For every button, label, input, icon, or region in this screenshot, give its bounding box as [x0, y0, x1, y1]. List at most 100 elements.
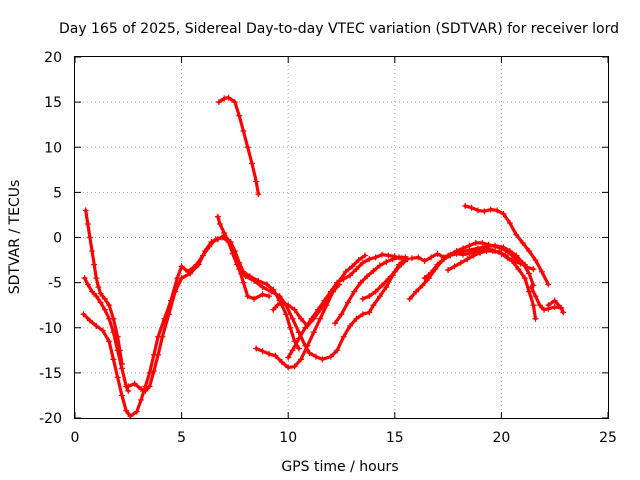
data-point-marker	[385, 276, 392, 283]
data-point-marker	[283, 311, 290, 318]
data-point-marker	[376, 262, 383, 269]
data-point-marker	[214, 213, 221, 220]
data-point-marker	[413, 288, 420, 295]
data-point-marker	[383, 258, 390, 265]
data-point-marker	[447, 252, 454, 259]
data-point-marker	[389, 256, 396, 263]
data-point-marker	[97, 299, 104, 306]
data-point-marker	[248, 160, 255, 167]
data-point-marker	[276, 293, 283, 300]
data-point-marker	[532, 315, 539, 322]
data-point-marker	[295, 345, 302, 352]
data-point-marker	[445, 266, 452, 273]
data-point-marker	[285, 354, 292, 361]
data-point-marker	[428, 254, 435, 261]
data-point-marker	[528, 284, 535, 291]
data-point-marker	[487, 206, 494, 213]
x-tick-label: 10	[279, 430, 297, 446]
data-point-marker	[89, 248, 96, 255]
data-point-marker	[97, 290, 104, 297]
data-point-marker	[551, 297, 558, 304]
data-point-marker	[477, 249, 484, 256]
data-point-marker	[142, 387, 149, 394]
data-point-marker	[295, 335, 302, 342]
data-point-marker	[538, 268, 545, 275]
data-point-marker	[526, 270, 533, 277]
data-point-marker	[229, 250, 236, 257]
data-point-marker	[334, 347, 341, 354]
data-point-marker	[336, 277, 343, 284]
data-point-marker	[515, 266, 522, 273]
data-point-marker	[274, 302, 281, 309]
data-point-marker	[289, 315, 296, 322]
data-point-marker	[532, 293, 539, 300]
y-tick-label: -20	[39, 411, 62, 427]
series-line	[126, 234, 301, 393]
data-point-marker	[146, 369, 153, 376]
data-point-marker	[404, 256, 411, 263]
data-point-marker	[502, 252, 509, 259]
data-point-marker	[95, 284, 102, 291]
y-tick-label: 10	[44, 140, 62, 156]
data-point-marker	[440, 256, 447, 263]
x-tick-label: 0	[71, 430, 80, 446]
series-line	[463, 204, 550, 286]
data-point-marker	[329, 288, 336, 295]
data-point-marker	[93, 322, 100, 329]
y-axis-label: SDTVAR / TECUs	[7, 180, 23, 295]
data-point-marker	[428, 269, 435, 276]
data-point-marker	[253, 178, 260, 185]
data-point-marker	[251, 295, 258, 302]
x-tick-label: 25	[599, 430, 617, 446]
data-point-marker	[504, 248, 511, 255]
data-point-marker	[202, 248, 209, 255]
data-point-marker	[80, 311, 87, 318]
data-point-marker	[526, 288, 533, 295]
data-point-marker	[376, 293, 383, 300]
data-point-marker	[558, 304, 565, 311]
y-tick-label: 15	[44, 95, 62, 111]
data-point-marker	[342, 268, 349, 275]
data-point-marker	[266, 350, 273, 357]
data-point-marker	[464, 256, 471, 263]
data-point-marker	[146, 383, 153, 390]
data-point-marker	[101, 295, 108, 302]
series-arc-10	[332, 254, 409, 327]
data-point-marker	[398, 261, 405, 268]
data-point-marker	[519, 239, 526, 246]
data-point-marker	[244, 293, 251, 300]
data-point-marker	[172, 288, 179, 295]
data-point-marker	[421, 275, 428, 282]
series-line	[271, 253, 367, 328]
series-line	[82, 276, 130, 393]
data-point-marker	[526, 248, 533, 255]
data-point-marker	[291, 306, 298, 313]
data-point-marker	[214, 236, 221, 243]
data-point-marker	[236, 112, 243, 119]
data-point-marker	[470, 252, 477, 259]
data-point-marker	[221, 95, 228, 102]
data-point-marker	[118, 365, 125, 372]
data-point-marker	[187, 270, 194, 277]
data-point-marker	[351, 288, 358, 295]
data-point-marker	[460, 245, 467, 252]
data-point-marker	[131, 380, 138, 387]
data-point-marker	[259, 284, 266, 291]
data-point-marker	[285, 364, 292, 371]
data-point-marker	[364, 273, 371, 280]
data-point-marker	[165, 311, 172, 318]
data-point-marker	[110, 356, 117, 363]
data-point-marker	[255, 191, 262, 198]
series-arc-18	[545, 297, 567, 316]
series-arc-16	[462, 202, 552, 288]
data-point-marker	[84, 281, 91, 288]
data-point-marker	[474, 207, 481, 214]
data-point-marker	[460, 251, 467, 258]
data-point-marker	[509, 257, 516, 264]
x-axis-label: GPS time / hours	[281, 459, 398, 475]
data-point-marker	[517, 260, 524, 267]
plot-frame	[74, 56, 609, 419]
data-point-marker	[317, 315, 324, 322]
data-point-marker	[114, 347, 121, 354]
data-point-marker	[370, 302, 377, 309]
